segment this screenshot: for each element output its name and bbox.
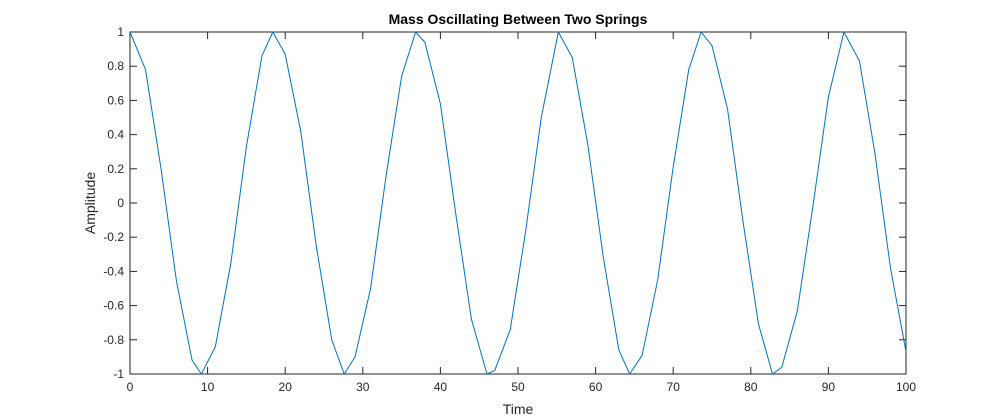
- x-tick-label: 10: [201, 380, 215, 394]
- y-tick-label: 0.2: [107, 162, 124, 176]
- x-tick-label: 30: [356, 380, 370, 394]
- x-tick-label: 60: [589, 380, 603, 394]
- x-tick-label: 100: [896, 380, 916, 394]
- x-axis-label: Time: [503, 401, 534, 417]
- y-axis-label: Amplitude: [82, 172, 98, 234]
- y-tick-label: 0: [117, 196, 124, 210]
- y-tick-label: -0.8: [103, 333, 124, 347]
- y-axis-tick-labels: 1 0.8 0.6 0.4 0.2 0 -0.2 -0.4 -0.6 -0.8 -1: [103, 25, 124, 381]
- chart-title: Mass Oscillating Between Two Springs: [389, 11, 648, 27]
- y-tick-label: -0.4: [103, 264, 124, 278]
- y-tick-label: 0.8: [107, 59, 124, 73]
- y-tick-label: 1: [117, 25, 124, 39]
- y-tick-label: -0.2: [103, 230, 124, 244]
- x-tick-label: 90: [822, 380, 836, 394]
- x-tick-label: 0: [127, 380, 134, 394]
- x-tick-label: 50: [511, 380, 525, 394]
- x-tick-label: 70: [667, 380, 681, 394]
- x-axis-ticks: [129, 32, 907, 374]
- amplitude-series-line: [129, 31, 907, 375]
- x-axis-tick-labels: 0 10 20 30 40 50 60 70 80 90 100: [127, 380, 917, 394]
- y-tick-label: 0.6: [107, 93, 124, 107]
- y-axis-ticks: [130, 31, 906, 375]
- y-tick-label: -0.6: [103, 299, 124, 313]
- x-tick-label: 20: [279, 380, 293, 394]
- x-tick-label: 80: [744, 380, 758, 394]
- y-tick-label: -1: [113, 367, 124, 381]
- x-tick-label: 40: [434, 380, 448, 394]
- y-tick-label: 0.4: [107, 128, 124, 142]
- plot-area: 0 10 20 30 40 50 60 70 80 90 100 1 0.8 0.6 0.4 0.2 0 -0.…: [103, 25, 916, 394]
